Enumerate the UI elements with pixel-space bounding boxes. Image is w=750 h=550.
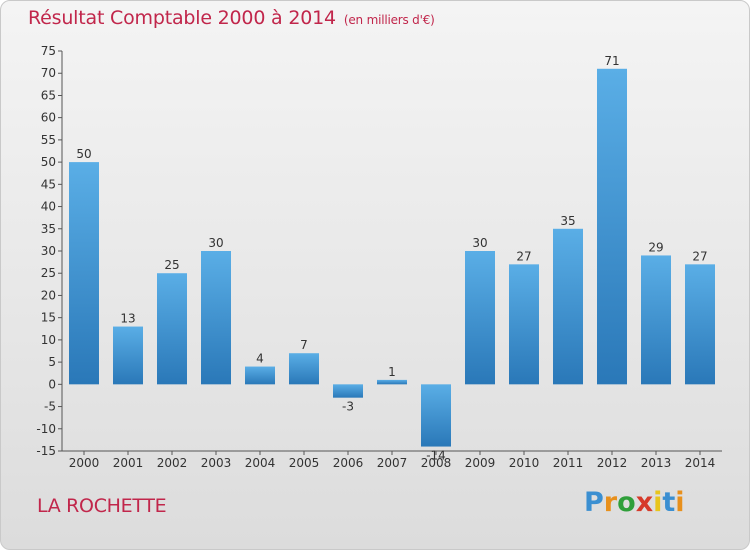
data-label: -3 <box>342 400 354 414</box>
x-tick-label: 2001 <box>113 456 144 470</box>
y-tick-label: 15 <box>41 311 56 325</box>
data-label: 71 <box>604 54 619 68</box>
chart-title: Résultat Comptable 2000 à 2014 (en millie… <box>28 7 435 29</box>
y-tick-label: 55 <box>41 133 56 147</box>
data-label: 4 <box>256 352 264 366</box>
x-tick-label: 2005 <box>289 456 320 470</box>
y-tick-label: 10 <box>41 333 56 347</box>
bar <box>553 228 583 385</box>
data-label: 29 <box>648 240 663 254</box>
x-tick-label: 2009 <box>465 456 496 470</box>
bar <box>113 326 143 385</box>
y-tick-label: 35 <box>41 222 56 236</box>
x-tick-label: 2012 <box>597 456 628 470</box>
y-tick-label: 65 <box>41 88 56 102</box>
data-label: 13 <box>120 312 135 326</box>
chart-title-text: Résultat Comptable 2000 à 2014 <box>28 7 336 29</box>
bar <box>157 273 187 385</box>
data-label: 30 <box>472 236 487 250</box>
y-tick-label: 70 <box>41 66 56 80</box>
y-tick-label: 75 <box>41 44 56 58</box>
y-tick-label: 50 <box>41 155 56 169</box>
bar <box>289 353 319 385</box>
x-tick-label: 2004 <box>245 456 276 470</box>
bar <box>509 264 539 385</box>
y-tick-label: 45 <box>41 177 56 191</box>
y-tick-label: -15 <box>36 444 56 458</box>
data-label: 27 <box>692 249 707 263</box>
chart-subtitle: (en milliers d'€) <box>343 13 435 27</box>
bar <box>69 162 99 385</box>
x-tick-label: 2003 <box>201 456 232 470</box>
bar <box>377 379 407 385</box>
bar <box>201 251 231 385</box>
y-tick-label: 0 <box>48 377 56 391</box>
x-tick-label: 2014 <box>685 456 716 470</box>
logo-letter: x <box>635 487 654 518</box>
x-tick-label: 2002 <box>157 456 188 470</box>
bar <box>465 251 495 385</box>
data-label: 27 <box>516 249 531 263</box>
x-tick-label: 2013 <box>641 456 672 470</box>
bar <box>333 384 363 398</box>
logo-letter: P <box>584 487 604 518</box>
bar <box>685 264 715 385</box>
x-tick-label: 2007 <box>377 456 408 470</box>
y-tick-label: -10 <box>36 422 56 436</box>
logo-letter: t <box>662 487 676 518</box>
y-tick-label: 5 <box>48 355 56 369</box>
proxiti-logo: Proxiti <box>584 487 685 518</box>
logo-letter: r <box>603 487 618 518</box>
bar <box>245 366 275 385</box>
x-tick-label: 2008 <box>421 456 452 470</box>
data-label: -14 <box>426 449 446 463</box>
data-label: 30 <box>208 236 223 250</box>
y-tick-label: 25 <box>41 266 56 280</box>
x-tick-label: 2011 <box>553 456 584 470</box>
bar <box>641 255 671 385</box>
bar <box>597 68 627 385</box>
y-tick-label: -5 <box>44 400 56 414</box>
x-tick-label: 2010 <box>509 456 540 470</box>
x-tick-label: 2006 <box>333 456 364 470</box>
y-tick-label: 30 <box>41 244 56 258</box>
y-tick-label: 60 <box>41 111 56 125</box>
data-label: 1 <box>388 365 396 379</box>
data-label: 25 <box>164 258 179 272</box>
data-label: 35 <box>560 214 575 228</box>
commune-name: LA ROCHETTE <box>37 495 167 517</box>
y-tick-label: 20 <box>41 288 56 302</box>
data-label: 7 <box>300 338 308 352</box>
data-label: 50 <box>76 147 91 161</box>
logo-letter: i <box>653 487 663 518</box>
x-tick-label: 2000 <box>69 456 100 470</box>
bar <box>421 384 451 447</box>
y-tick-label: 40 <box>41 200 56 214</box>
logo-letter: i <box>675 487 685 518</box>
logo-letter: o <box>617 487 636 518</box>
